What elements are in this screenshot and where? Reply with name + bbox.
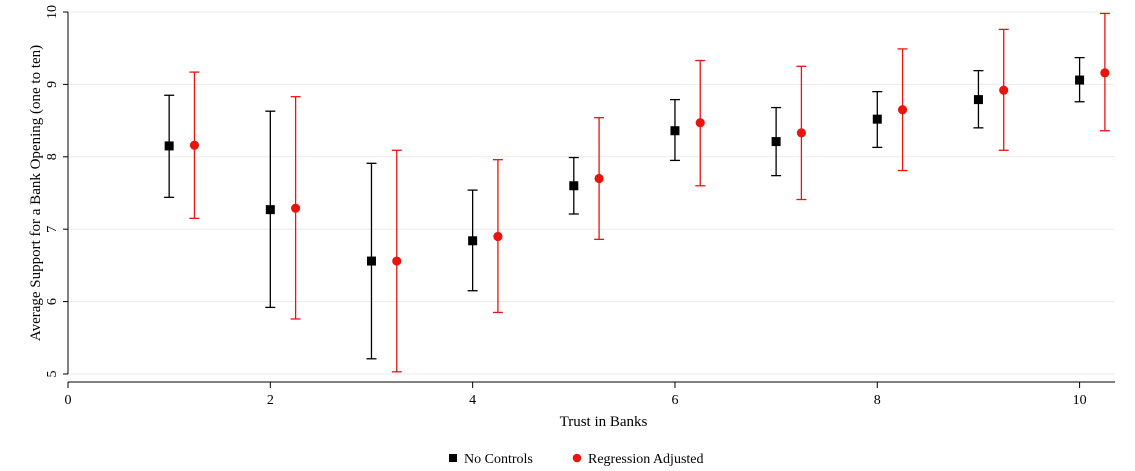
y-tick-label: 5 bbox=[45, 371, 60, 378]
point-marker-square bbox=[973, 95, 983, 105]
x-tick-label: 6 bbox=[671, 393, 678, 408]
y-tick-label: 10 bbox=[45, 5, 60, 19]
y-tick-label: 7 bbox=[45, 226, 60, 233]
point-marker-square bbox=[670, 126, 680, 136]
point-marker-square bbox=[164, 141, 174, 151]
legend-label-regression-adjusted: Regression Adjusted bbox=[588, 452, 704, 467]
point-marker-circle bbox=[796, 128, 807, 138]
point-marker-circle bbox=[392, 256, 402, 266]
point-marker-circle bbox=[695, 118, 705, 128]
point-marker-square bbox=[771, 137, 781, 147]
point-marker-square bbox=[366, 256, 376, 266]
y-tick-label: 9 bbox=[45, 81, 60, 88]
y-tick-label: 8 bbox=[45, 153, 60, 160]
point-marker-circle bbox=[493, 231, 503, 242]
point-marker-square bbox=[872, 114, 882, 124]
legend-marker-regression-adjusted bbox=[572, 453, 582, 463]
x-axis-title: Trust in Banks bbox=[560, 414, 648, 430]
y-axis-title: Average Support for a Bank Opening (one … bbox=[28, 45, 44, 341]
point-marker-circle bbox=[897, 105, 908, 115]
error-bars bbox=[164, 12, 1110, 373]
x-tick-label: 0 bbox=[65, 393, 72, 408]
point-marker-square bbox=[468, 236, 478, 246]
x-tick-label: 8 bbox=[874, 393, 881, 408]
data-markers bbox=[164, 68, 1110, 266]
legend-marker-no-controls bbox=[449, 454, 457, 462]
point-marker-square bbox=[265, 205, 275, 215]
y-tick-label: 6 bbox=[45, 298, 60, 305]
x-axis-ticks: 0 2 4 6 8 10 bbox=[65, 382, 1087, 408]
point-marker-circle bbox=[999, 85, 1009, 95]
x-tick-label: 4 bbox=[469, 393, 476, 408]
legend: No Controls Regression Adjusted bbox=[449, 452, 704, 467]
y-axis-ticks: 5 6 7 8 9 10 bbox=[45, 5, 68, 378]
x-tick-label: 10 bbox=[1073, 393, 1087, 408]
point-marker-circle bbox=[1100, 68, 1110, 78]
point-marker-square bbox=[569, 181, 579, 191]
point-marker-circle bbox=[189, 140, 200, 150]
x-tick-label: 2 bbox=[267, 393, 274, 408]
point-marker-circle bbox=[594, 173, 604, 184]
grid-lines bbox=[68, 11, 1115, 375]
legend-label-no-controls: No Controls bbox=[464, 452, 533, 467]
point-marker-square bbox=[1075, 75, 1085, 85]
point-marker-circle bbox=[291, 203, 301, 213]
